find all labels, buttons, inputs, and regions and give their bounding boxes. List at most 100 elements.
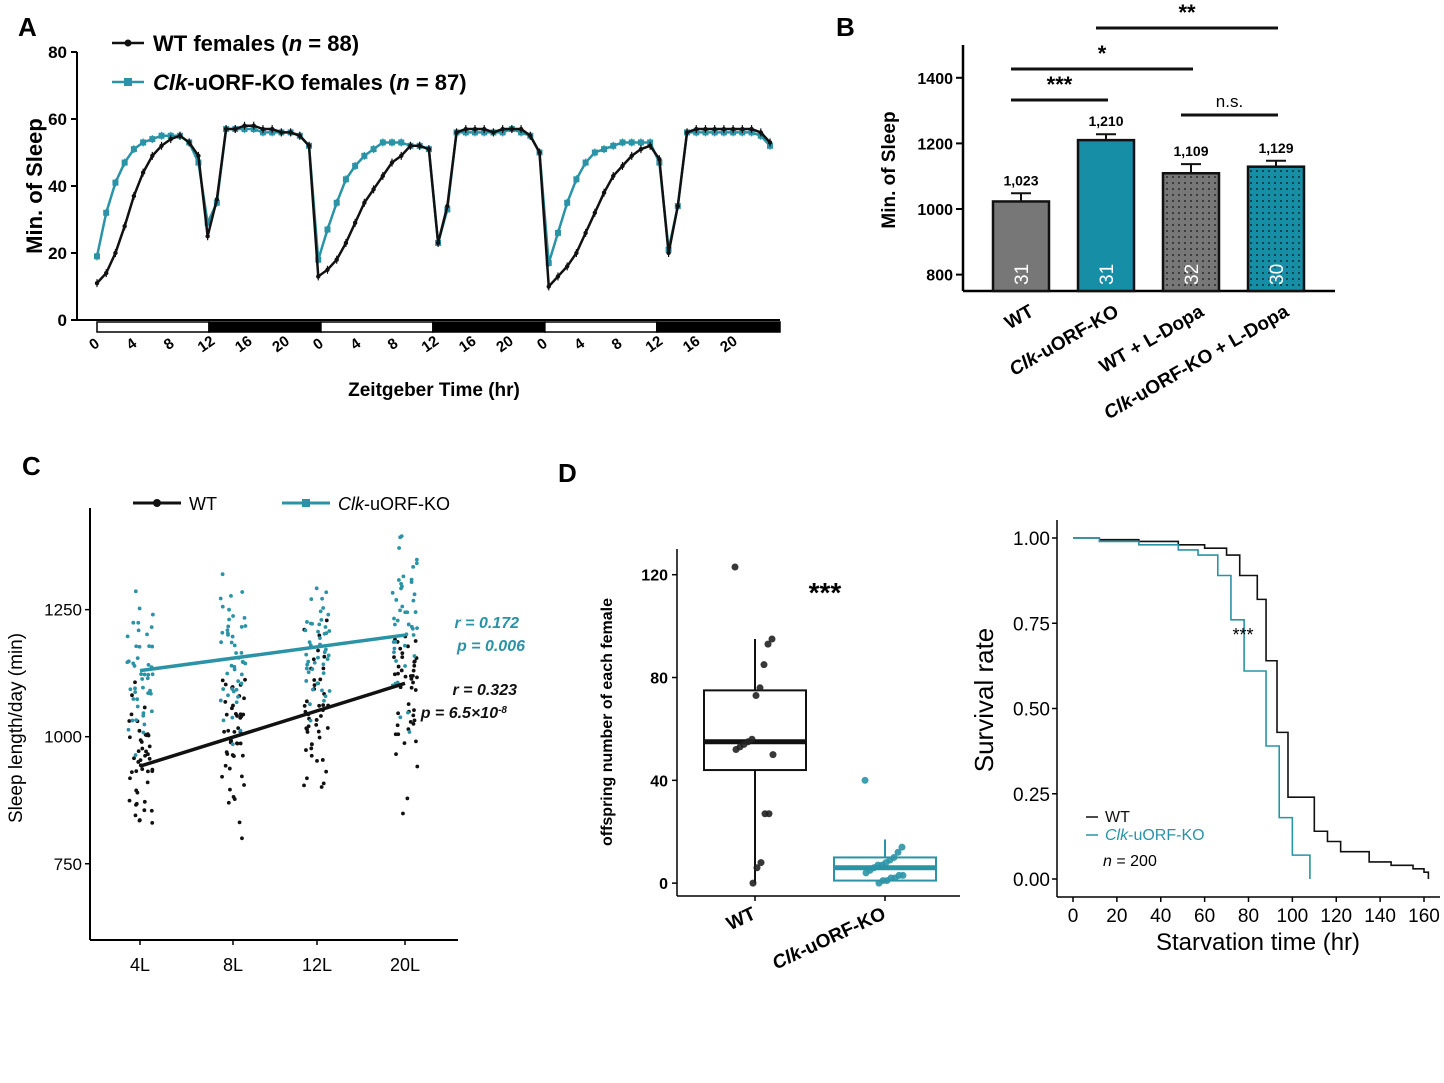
panel-d-point [757,859,765,867]
panel-d-box-plot: 0 40 80 120 WT Clk-uORF-KO *** [641,549,960,974]
panel-c-scatter-point [234,687,239,692]
panel-c-scatter-point [400,651,405,656]
panel-c-scatter-point [238,741,243,746]
panel-c-scatter-point [409,685,414,690]
panel-b-n-label: 32 [1182,264,1203,285]
panel-c-scatter-point [317,703,322,708]
panel-b-y-tick-label: 1400 [917,71,953,88]
panel-c-scatter-point [243,677,247,682]
panel-a-point [721,126,727,132]
panel-c-scatter-point [150,644,155,649]
panel-a-point [113,250,118,256]
panel-a-point [675,203,681,209]
panel-d-point [732,745,740,753]
panel-d-point [894,848,902,856]
panel-c-x-tick-label: 12L [302,955,332,975]
panel-c-scatter-point [396,578,401,582]
panel-a-point [518,126,524,132]
panel-d-survival-plot: 0.00 0.25 0.50 0.75 1.00 0 20 40 60 80 100 120 140 16… [1013,520,1440,927]
panel-c-scatter-point [392,616,396,621]
panel-c-scatter-point [239,774,244,779]
panel-d-point [875,879,883,887]
panel-c-scatter-point [150,672,155,677]
panel-c-scatter-point [226,624,231,629]
panel-c-label: C [22,451,41,481]
panel-c-scatter-point [238,728,243,733]
panel-a-point [482,126,487,132]
panel-b-y-tick-label: 1200 [917,136,953,153]
panel-c-scatter-point [318,677,323,682]
panel-a-x-tick-label: 16 [680,333,703,356]
panel-c-scatter-point [306,659,311,664]
panel-c-scatter-point [322,650,327,655]
panel-a-legend-label-part: = 87) [410,70,467,95]
panel-a-point [601,146,608,153]
panel-a-point [204,219,211,226]
panel-c-scatter-point [392,655,396,660]
panel-c-scatter-point [149,808,154,813]
panel-a-point [454,130,459,135]
panel-c-x-tick-label: 4L [130,955,150,975]
panel-c-scatter-point [309,753,314,758]
panel-c-scatter-point [316,629,320,634]
panel-c-scatter-point [323,694,328,699]
panel-a-point [500,126,505,132]
panel-c-scatter-point [128,687,133,692]
panel-a-point [398,139,405,146]
panel-a-point [334,257,339,262]
panel-b-significance-label: n.s. [1216,92,1243,111]
panel-a-y-tick-label: 0 [58,311,67,330]
panel-c-scatter-point [393,732,398,737]
panel-c-scatter-point [319,714,323,718]
panel-c-scatter-point [225,671,230,676]
panel-c-p-label-part: -8 [498,705,507,716]
panel-d: D offspring number of each female 0 40 80 1… [558,458,1440,974]
panel-c-r-label: r = 0.172 [455,615,520,632]
panel-a-point [279,130,284,135]
panel-d-survival-x-tick-label: 120 [1320,906,1352,927]
panel-a-legend-label-part: = 88) [302,31,359,56]
panel-a-y-tick-label: 40 [48,177,67,196]
panel-a-point [417,143,422,148]
panel-c-scatter-point [232,643,237,648]
panel-b-bar [1161,171,1221,293]
panel-d-survival-n-label-part: = 200 [1112,853,1157,870]
panel-c-scatter-point [147,744,152,749]
panel-d-survival-legend-label-part: -uORF-KO [1128,827,1204,844]
panel-c-scatter-point [225,628,230,633]
panel-c-scatter-point [320,688,324,693]
panel-c-scatter-point [307,640,312,645]
panel-c-scatter-point [395,680,400,685]
panel-c-legend-marker [153,499,161,507]
panel-c-scatter-point [305,730,310,734]
panel-c-scatter-point [415,764,420,769]
panel-a-point [379,139,386,146]
panel-a-point [177,133,183,138]
panel-a-point [611,173,616,179]
panel-d-survival-x-tick-label: 40 [1150,906,1171,927]
panel-c-scatter-point [242,783,246,787]
panel-b-category-label-part: -uORF-KO + L-Dopa [1126,301,1293,409]
panel-a-point [592,210,598,215]
panel-c-scatter-point [145,676,150,681]
panel-c-scatter-point [411,633,416,637]
panel-c-scatter-point [146,672,151,677]
panel-c-scatter-point [127,798,132,803]
panel-a-point [435,240,441,246]
panel-c-scatter-point [400,604,405,609]
panel-c-scatter-point [403,664,407,668]
panel-a-point [767,140,773,145]
panel-c-scatter-point [219,640,224,645]
panel-c-legend-label-part: WT [189,494,217,514]
panel-c-scatter-point [135,697,140,702]
panel-c-scatter-point [304,666,309,671]
panel-c-scatter-point [326,612,331,617]
panel-a-light-dark-segment [656,321,781,333]
panel-c-scatter-point [409,624,414,629]
panel-d-category-label-part: -uORF-KO [796,903,889,961]
panel-c-scatter-point [133,680,137,685]
panel-a-point [168,136,173,142]
panel-d-point [769,751,777,759]
panel-b-plot: 8001000120014001,02331WT1,21031Clk-uORF-… [917,0,1335,424]
panel-d-significance: *** [809,577,842,608]
